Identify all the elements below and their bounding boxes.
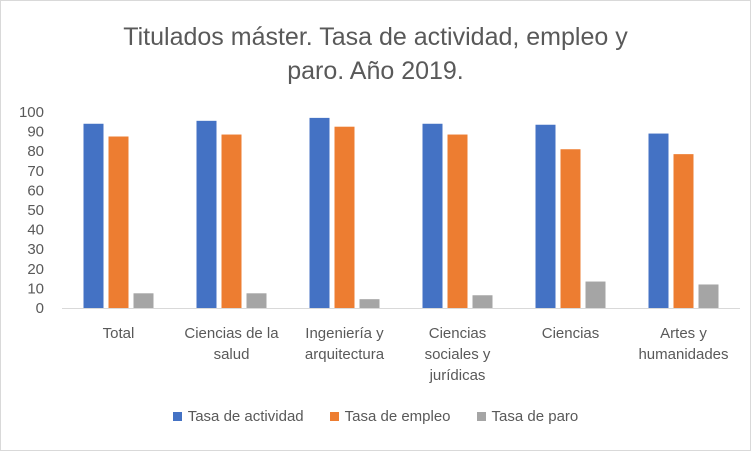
bar-empleo: [560, 149, 581, 308]
x-tick-label: Ciencias sociales y jurídicas: [425, 325, 491, 384]
bar-actividad: [83, 123, 104, 308]
y-tick-label: 60: [27, 182, 44, 199]
bar-actividad: [196, 120, 217, 308]
y-tick-label: 70: [27, 163, 44, 180]
bar-empleo: [673, 154, 694, 308]
legend: Tasa de actividad Tasa de empleo Tasa de…: [0, 408, 751, 425]
bar-paro: [133, 293, 154, 308]
bar-actividad: [535, 124, 556, 309]
chart-title-line-1: Titulados máster. Tasa de actividad, emp…: [123, 23, 628, 51]
x-tick-label: Artes y humanidades: [638, 325, 728, 363]
legend-item-actividad: Tasa de actividad: [172, 408, 304, 425]
x-axis: Total Ciencias de la salud Ingeniería y arqu…: [103, 325, 729, 384]
bar-actividad: [309, 117, 330, 308]
bar-empleo: [221, 134, 242, 308]
y-tick-label: 100: [19, 104, 44, 121]
legend-item-paro: Tasa de paro: [476, 408, 579, 425]
legend-label-actividad: Tasa de actividad: [187, 408, 304, 425]
x-tick-label: Ingeniería y arquitectura: [305, 325, 385, 363]
bar-paro: [359, 299, 380, 308]
legend-label-empleo: Tasa de empleo: [344, 408, 451, 425]
bar-actividad: [422, 123, 443, 308]
bar-actividad: [648, 133, 669, 308]
y-tick-label: 0: [36, 300, 44, 317]
legend-swatch-actividad: [172, 412, 182, 421]
chart-title: Titulados máster. Tasa de actividad, emp…: [0, 20, 751, 88]
y-tick-label: 30: [27, 241, 44, 258]
legend-label-paro: Tasa de paro: [491, 408, 579, 425]
y-tick-label: 40: [27, 222, 44, 239]
legend-swatch-empleo: [329, 412, 339, 421]
bar-paro: [472, 295, 493, 308]
x-tick-label: Ciencias de la salud: [184, 325, 279, 363]
bar-empleo: [447, 134, 468, 308]
legend-item-empleo: Tasa de empleo: [329, 408, 451, 425]
bars-group: [83, 117, 719, 309]
y-tick-label: 50: [27, 202, 44, 219]
bar-paro: [246, 293, 267, 308]
chart-title-line-2: paro. Año 2019.: [287, 57, 464, 85]
y-axis: 0 10 20 30 40 50 60 70 80 90 100: [19, 104, 44, 317]
x-tick-label: Total: [103, 325, 135, 342]
y-tick-label: 90: [27, 124, 44, 141]
bar-paro: [698, 284, 719, 308]
bar-empleo: [334, 126, 355, 308]
bar-paro: [585, 281, 606, 308]
y-tick-label: 10: [27, 280, 44, 297]
y-tick-label: 80: [27, 143, 44, 160]
y-tick-label: 20: [27, 261, 44, 278]
x-tick-label: Ciencias: [542, 325, 600, 342]
bar-empleo: [108, 136, 129, 308]
legend-swatch-paro: [476, 412, 486, 421]
